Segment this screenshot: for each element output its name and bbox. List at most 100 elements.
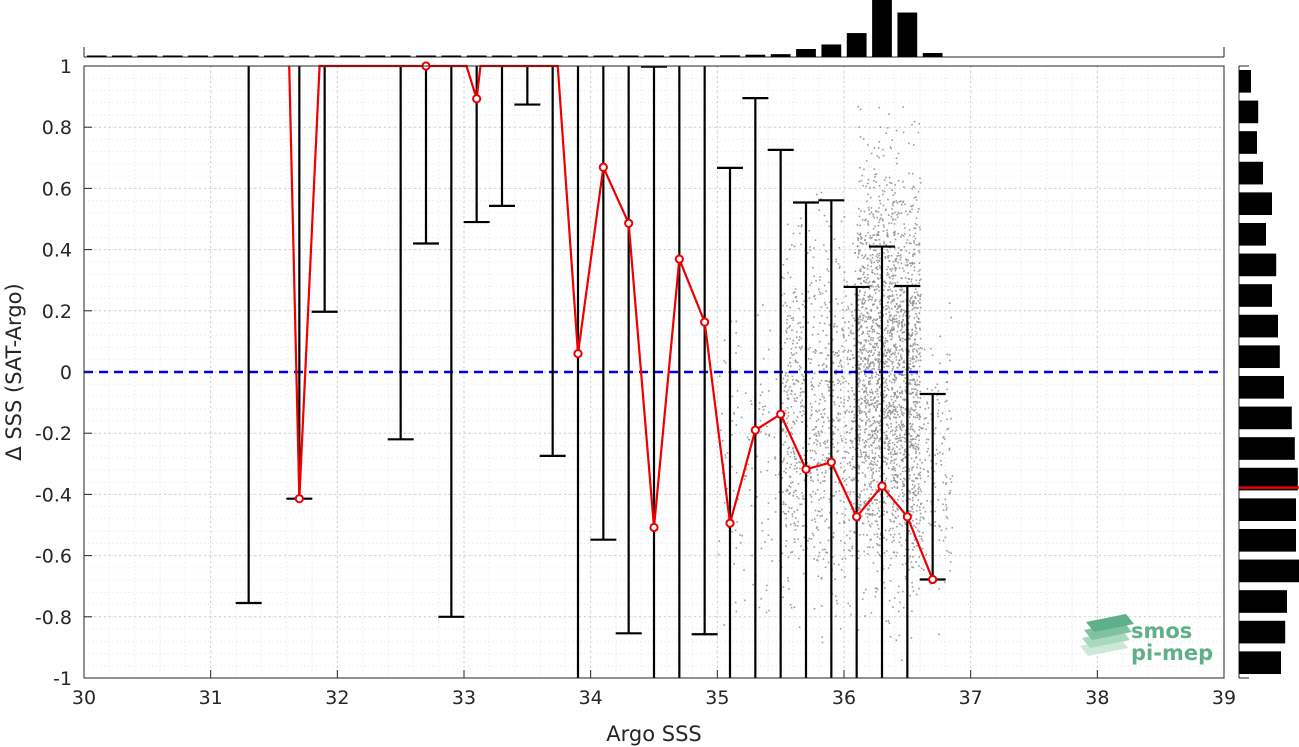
scatter-point bbox=[946, 428, 948, 431]
scatter-point bbox=[787, 556, 790, 559]
scatter-point bbox=[859, 368, 861, 371]
scatter-point bbox=[887, 348, 890, 350]
scatter-point bbox=[794, 529, 797, 531]
scatter-point bbox=[885, 132, 888, 134]
scatter-point bbox=[885, 208, 887, 211]
scatter-point bbox=[793, 511, 796, 513]
scatter-point bbox=[751, 554, 753, 557]
scatter-point bbox=[863, 411, 866, 413]
scatter-point bbox=[843, 377, 845, 380]
scatter-point bbox=[790, 431, 792, 434]
scatter-point bbox=[915, 355, 917, 358]
scatter-point bbox=[887, 424, 889, 427]
scatter-point bbox=[891, 295, 894, 298]
scatter-point bbox=[917, 317, 920, 320]
scatter-point bbox=[879, 436, 882, 439]
scatter-point bbox=[869, 365, 871, 368]
scatter-point bbox=[786, 305, 788, 307]
scatter-point bbox=[899, 478, 902, 481]
scatter-point bbox=[905, 210, 907, 213]
scatter-point bbox=[846, 451, 848, 453]
scatter-point bbox=[883, 431, 886, 434]
scatter-point bbox=[913, 235, 915, 238]
scatter-point bbox=[860, 242, 863, 245]
scatter-point bbox=[782, 459, 785, 462]
scatter-point bbox=[883, 440, 886, 443]
scatter-point bbox=[908, 252, 911, 254]
scatter-point bbox=[787, 371, 790, 374]
scatter-point bbox=[873, 402, 876, 405]
scatter-point bbox=[838, 420, 840, 422]
scatter-point bbox=[878, 365, 880, 368]
scatter-point bbox=[788, 493, 790, 495]
scatter-point bbox=[915, 327, 918, 330]
scatter-point bbox=[896, 486, 899, 488]
scatter-point bbox=[902, 180, 904, 183]
scatter-point bbox=[803, 513, 805, 516]
scatter-point bbox=[868, 342, 871, 345]
scatter-point bbox=[878, 516, 880, 518]
scatter-point bbox=[832, 362, 835, 365]
scatter-point bbox=[900, 440, 903, 442]
scatter-point bbox=[876, 390, 879, 392]
scatter-point bbox=[834, 315, 836, 318]
scatter-point bbox=[880, 409, 882, 412]
scatter-point bbox=[801, 421, 803, 423]
scatter-point bbox=[874, 463, 877, 465]
scatter-point bbox=[801, 414, 803, 417]
scatter-point bbox=[849, 605, 851, 607]
scatter-point bbox=[885, 308, 887, 311]
scatter-point bbox=[870, 388, 873, 391]
scatter-point bbox=[909, 423, 911, 425]
median-marker bbox=[750, 425, 760, 435]
scatter-point bbox=[892, 200, 895, 203]
scatter-point bbox=[903, 245, 906, 248]
scatter-point bbox=[877, 544, 879, 546]
scatter-point bbox=[868, 497, 871, 499]
scatter-point bbox=[907, 497, 910, 500]
scatter-point bbox=[774, 458, 776, 460]
scatter-point bbox=[863, 301, 866, 304]
scatter-point bbox=[874, 358, 877, 360]
scatter-point bbox=[836, 416, 838, 419]
scatter-point bbox=[893, 327, 895, 329]
scatter-point bbox=[913, 196, 916, 199]
scatter-point bbox=[857, 363, 859, 365]
scatter-point bbox=[896, 346, 898, 349]
scatter-point bbox=[893, 274, 895, 277]
scatter-point bbox=[872, 321, 875, 324]
scatter-point bbox=[834, 426, 837, 428]
scatter-point bbox=[899, 406, 902, 409]
scatter-point bbox=[868, 381, 870, 384]
scatter-point bbox=[817, 555, 820, 558]
scatter-point bbox=[878, 364, 881, 366]
scatter-point bbox=[837, 481, 840, 484]
scatter-point bbox=[724, 501, 726, 504]
scatter-point bbox=[851, 354, 854, 356]
scatter-point bbox=[863, 373, 866, 376]
scatter-point bbox=[890, 520, 892, 523]
x-histogram bbox=[83, 0, 1225, 58]
scatter-point bbox=[838, 267, 841, 270]
scatter-point bbox=[860, 351, 863, 353]
scatter-point bbox=[930, 500, 933, 503]
scatter-point bbox=[857, 294, 860, 297]
scatter-point bbox=[851, 479, 854, 482]
scatter-point bbox=[799, 392, 802, 394]
scatter-point bbox=[825, 347, 827, 349]
scatter-point bbox=[863, 255, 866, 258]
scatter-point bbox=[900, 406, 903, 409]
scatter-point bbox=[874, 300, 876, 302]
scatter-point bbox=[785, 539, 788, 542]
scatter-point bbox=[748, 489, 751, 491]
scatter-point bbox=[801, 404, 804, 407]
scatter-point bbox=[901, 460, 904, 463]
scatter-point bbox=[794, 359, 796, 362]
scatter-point bbox=[840, 359, 842, 362]
scatter-point bbox=[884, 256, 886, 258]
scatter-point bbox=[878, 106, 881, 109]
y-histogram-bar bbox=[1239, 100, 1259, 124]
scatter-point bbox=[911, 581, 913, 584]
scatter-point bbox=[912, 556, 914, 558]
scatter-point bbox=[809, 362, 812, 364]
